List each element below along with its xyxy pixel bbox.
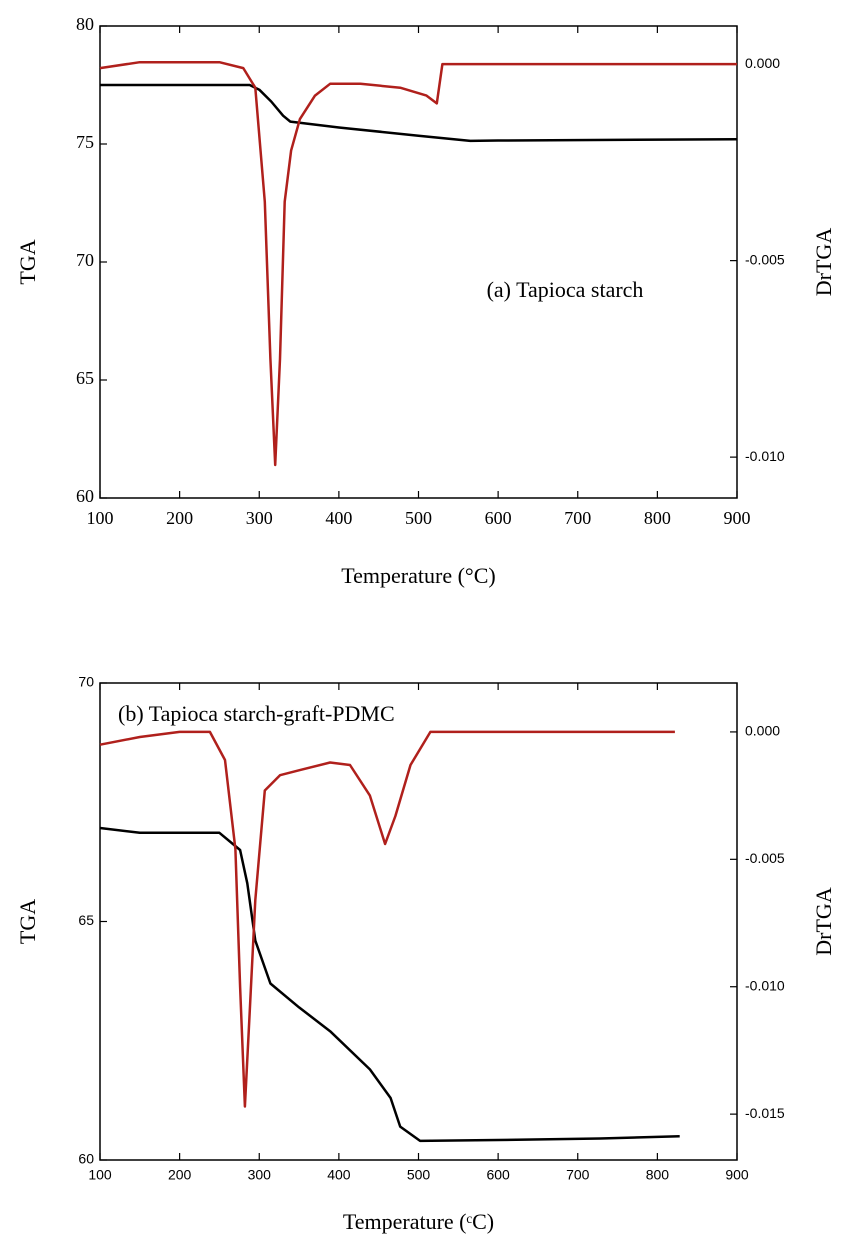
data-line bbox=[99, 60, 737, 467]
data-line bbox=[99, 730, 675, 1108]
y2-tick-label: 0.000 bbox=[745, 55, 780, 71]
y-axis-title: TGA bbox=[15, 899, 40, 944]
x-tick-label: 700 bbox=[564, 508, 591, 528]
y2-tick-label: -0.005 bbox=[745, 850, 785, 866]
x-tick-label: 600 bbox=[486, 1167, 510, 1183]
y2-axis-title: DrTGA bbox=[811, 887, 836, 956]
data-line bbox=[100, 83, 738, 143]
x-tick-label: 200 bbox=[166, 508, 193, 528]
y2-tick-label: -0.005 bbox=[745, 251, 785, 267]
y2-axis-title: DrTGA bbox=[811, 228, 836, 297]
x-tick-label: 200 bbox=[168, 1167, 192, 1183]
chart: 100 200 300 400 500 600 700 800 900 60 65 70 75 80 0.0… bbox=[15, 14, 836, 588]
y2-tick-label: -0.015 bbox=[745, 1105, 785, 1121]
x-tick-label: 900 bbox=[724, 508, 751, 528]
y-tick-label: 75 bbox=[76, 132, 94, 152]
chart: 100 200 300 400 500 600 700 800 900 60 65 70 0.000 -0… bbox=[15, 674, 836, 1234]
x-tick-label: 700 bbox=[566, 1167, 590, 1183]
data-line bbox=[99, 826, 680, 1143]
y2-tick-label: -0.010 bbox=[745, 448, 785, 464]
x-tick-label: 600 bbox=[485, 508, 512, 528]
x-tick-label: 900 bbox=[725, 1167, 749, 1183]
x-tick-label: 800 bbox=[646, 1167, 670, 1183]
y-tick-label: 60 bbox=[78, 1151, 94, 1167]
y2-tick-label: 0.000 bbox=[745, 723, 780, 739]
y-axis-title: TGA bbox=[15, 239, 40, 284]
plot-frame bbox=[99, 682, 738, 1161]
x-tick-label: 300 bbox=[246, 508, 273, 528]
x-tick-label: 500 bbox=[407, 1167, 431, 1183]
y-tick-label: 80 bbox=[76, 14, 94, 34]
y-tick-label: 70 bbox=[76, 250, 94, 270]
annotation: (b) Tapioca starch-graft-PDMC bbox=[118, 701, 395, 726]
y-tick-label: 65 bbox=[76, 368, 94, 388]
x-tick-label: 500 bbox=[405, 508, 432, 528]
x-axis-title: Temperature (ᶜC) bbox=[343, 1209, 494, 1234]
x-tick-label: 400 bbox=[327, 1167, 351, 1183]
y-tick-label: 65 bbox=[78, 912, 94, 928]
x-tick-label: 400 bbox=[325, 508, 352, 528]
y-tick-label: 70 bbox=[78, 674, 94, 690]
y2-tick-label: -0.010 bbox=[745, 977, 785, 993]
x-tick-label: 800 bbox=[644, 508, 671, 528]
x-axis-title: Temperature (°C) bbox=[341, 563, 495, 588]
x-tick-label: 100 bbox=[87, 508, 114, 528]
y-tick-label: 60 bbox=[76, 486, 94, 506]
x-tick-label: 300 bbox=[248, 1167, 272, 1183]
annotation: (a) Tapioca starch bbox=[487, 277, 644, 302]
plot-frame bbox=[99, 25, 738, 499]
x-tick-label: 100 bbox=[88, 1167, 112, 1183]
